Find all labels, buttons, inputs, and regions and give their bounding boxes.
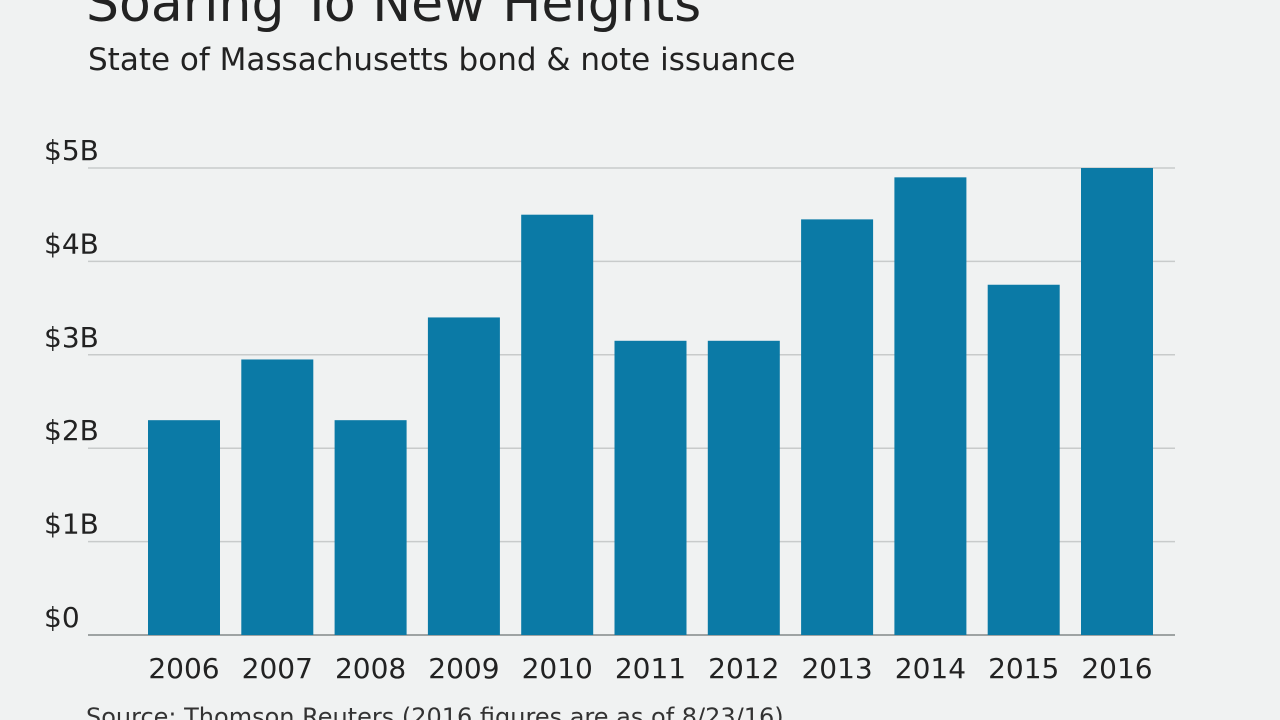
source-note: Source: Thomson Reuters (2016 figures ar… — [86, 703, 784, 720]
bar-2013 — [801, 219, 874, 635]
bar-2016 — [1081, 168, 1153, 635]
bars — [148, 168, 1153, 635]
x-tick-label: 2010 — [522, 652, 593, 685]
x-tick-label: 2007 — [242, 652, 313, 685]
bar-2015 — [987, 284, 1060, 635]
x-tick-label: 2008 — [335, 652, 406, 685]
bar-2012 — [707, 340, 780, 635]
x-tick-label: 2014 — [895, 652, 966, 685]
bar-2011 — [614, 340, 687, 635]
x-tick-label: 2013 — [801, 652, 872, 685]
x-tick-label: 2009 — [428, 652, 499, 685]
y-tick-label: $2B — [44, 414, 99, 447]
y-tick-label: $4B — [44, 227, 99, 260]
y-tick-label: $1B — [44, 508, 99, 541]
x-tick-label: 2006 — [148, 652, 219, 685]
chart-subtitle: State of Massachusetts bond & note issua… — [88, 42, 796, 78]
x-tick-label: 2015 — [988, 652, 1059, 685]
x-tick-label: 2012 — [708, 652, 779, 685]
x-tick-label: 2011 — [615, 652, 686, 685]
bar-2009 — [427, 317, 500, 635]
chart-title: Soaring To New Heights — [86, 0, 702, 34]
y-axis-tick-labels: $0 $1B $2B $3B $4B $5B — [44, 134, 99, 634]
y-tick-label: $5B — [44, 134, 99, 167]
x-axis-tick-labels: 2006 2007 2008 2009 2010 2011 2012 2013 2014 2015… — [148, 652, 1152, 685]
bar-2007 — [241, 359, 314, 635]
bar-2008 — [334, 420, 407, 635]
y-tick-label: $3B — [44, 321, 99, 354]
bar-2010 — [521, 214, 594, 635]
x-tick-label: 2016 — [1081, 652, 1152, 685]
bar-2014 — [894, 177, 967, 635]
bar-2006 — [148, 420, 220, 635]
y-tick-label: $0 — [44, 601, 80, 634]
